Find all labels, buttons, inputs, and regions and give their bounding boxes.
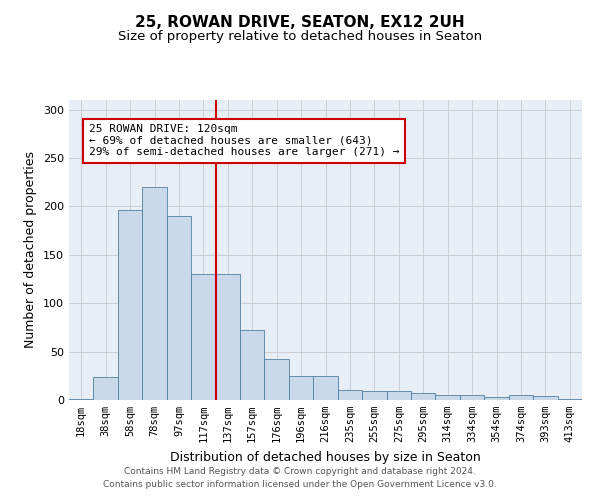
Bar bbox=[313, 376, 338, 400]
Bar bbox=[289, 376, 313, 400]
Bar bbox=[118, 210, 142, 400]
Text: Contains HM Land Registry data © Crown copyright and database right 2024.: Contains HM Land Registry data © Crown c… bbox=[124, 467, 476, 476]
Bar bbox=[533, 396, 557, 400]
Bar bbox=[362, 392, 386, 400]
Text: 25 ROWAN DRIVE: 120sqm
← 69% of detached houses are smaller (643)
29% of semi-de: 25 ROWAN DRIVE: 120sqm ← 69% of detached… bbox=[89, 124, 399, 158]
Bar bbox=[191, 274, 215, 400]
Bar bbox=[509, 395, 533, 400]
Bar bbox=[94, 377, 118, 400]
Bar bbox=[386, 392, 411, 400]
Bar bbox=[484, 397, 509, 400]
Bar bbox=[215, 274, 240, 400]
Bar bbox=[240, 330, 265, 400]
Text: Size of property relative to detached houses in Seaton: Size of property relative to detached ho… bbox=[118, 30, 482, 43]
Text: 25, ROWAN DRIVE, SEATON, EX12 2UH: 25, ROWAN DRIVE, SEATON, EX12 2UH bbox=[135, 15, 465, 30]
Bar bbox=[265, 360, 289, 400]
X-axis label: Distribution of detached houses by size in Seaton: Distribution of detached houses by size … bbox=[170, 450, 481, 464]
Bar bbox=[338, 390, 362, 400]
Bar bbox=[460, 395, 484, 400]
Bar bbox=[142, 187, 167, 400]
Text: Contains public sector information licensed under the Open Government Licence v3: Contains public sector information licen… bbox=[103, 480, 497, 489]
Bar bbox=[69, 399, 94, 400]
Bar bbox=[411, 393, 436, 400]
Bar bbox=[167, 216, 191, 400]
Bar bbox=[436, 395, 460, 400]
Y-axis label: Number of detached properties: Number of detached properties bbox=[25, 152, 37, 348]
Bar bbox=[557, 399, 582, 400]
